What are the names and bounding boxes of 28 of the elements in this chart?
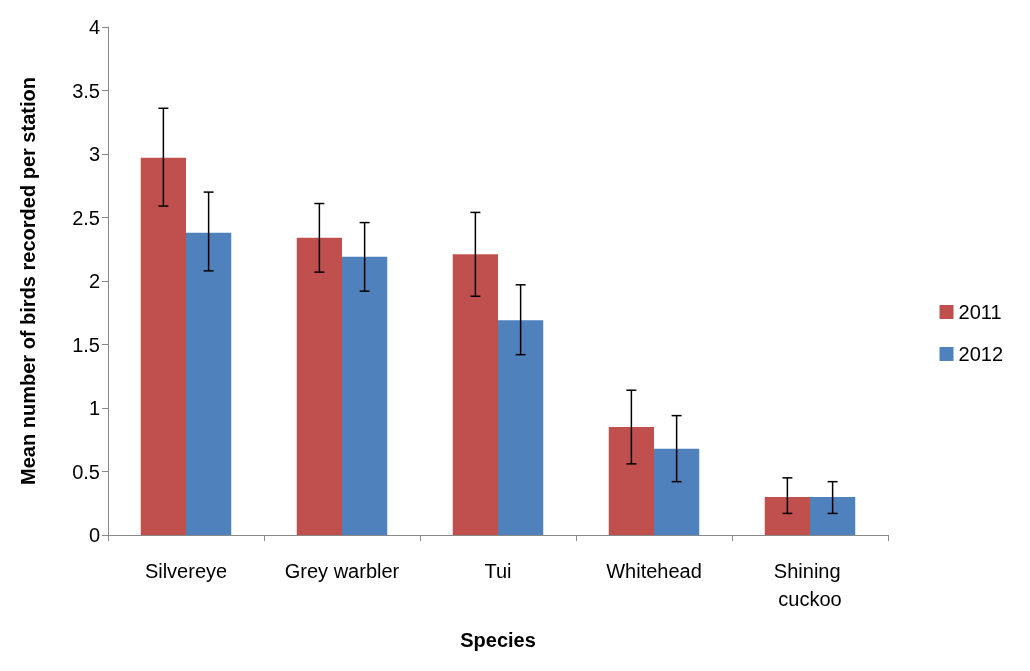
bar [140, 157, 186, 535]
y-tick-label: 2 [88, 270, 100, 292]
x-axis-title: Species [460, 629, 536, 651]
y-tick-label: 4 [88, 16, 100, 38]
bar [608, 427, 654, 535]
x-tick-label: Tui [484, 560, 512, 582]
y-tick-label: 0.5 [72, 460, 100, 483]
legend-label: 2012 [958, 343, 1004, 365]
y-tick-label: 3 [88, 143, 100, 165]
bar [342, 256, 388, 535]
legend-label: 2011 [958, 301, 1002, 323]
y-axis-title: Mean number of birds recorded per station [17, 77, 39, 485]
bar [452, 254, 498, 535]
y-tick-label: 1.5 [72, 333, 100, 356]
bar [654, 448, 700, 535]
bar [764, 496, 810, 535]
bar [498, 320, 544, 535]
bar [296, 237, 342, 535]
bar [810, 496, 856, 535]
x-tick-label: Silvereye [144, 560, 228, 582]
x-tick-label: Grey warbler [284, 560, 400, 582]
x-tick-label: Whitehead [606, 560, 702, 582]
x-tick-label: Shining cuckoo [773, 560, 847, 610]
y-tick-label: 3.5 [72, 79, 100, 102]
y-tick-label: 0 [88, 524, 100, 546]
bar [186, 232, 232, 535]
y-tick-label: 1 [88, 397, 100, 419]
y-tick-label: 2.5 [72, 206, 100, 229]
